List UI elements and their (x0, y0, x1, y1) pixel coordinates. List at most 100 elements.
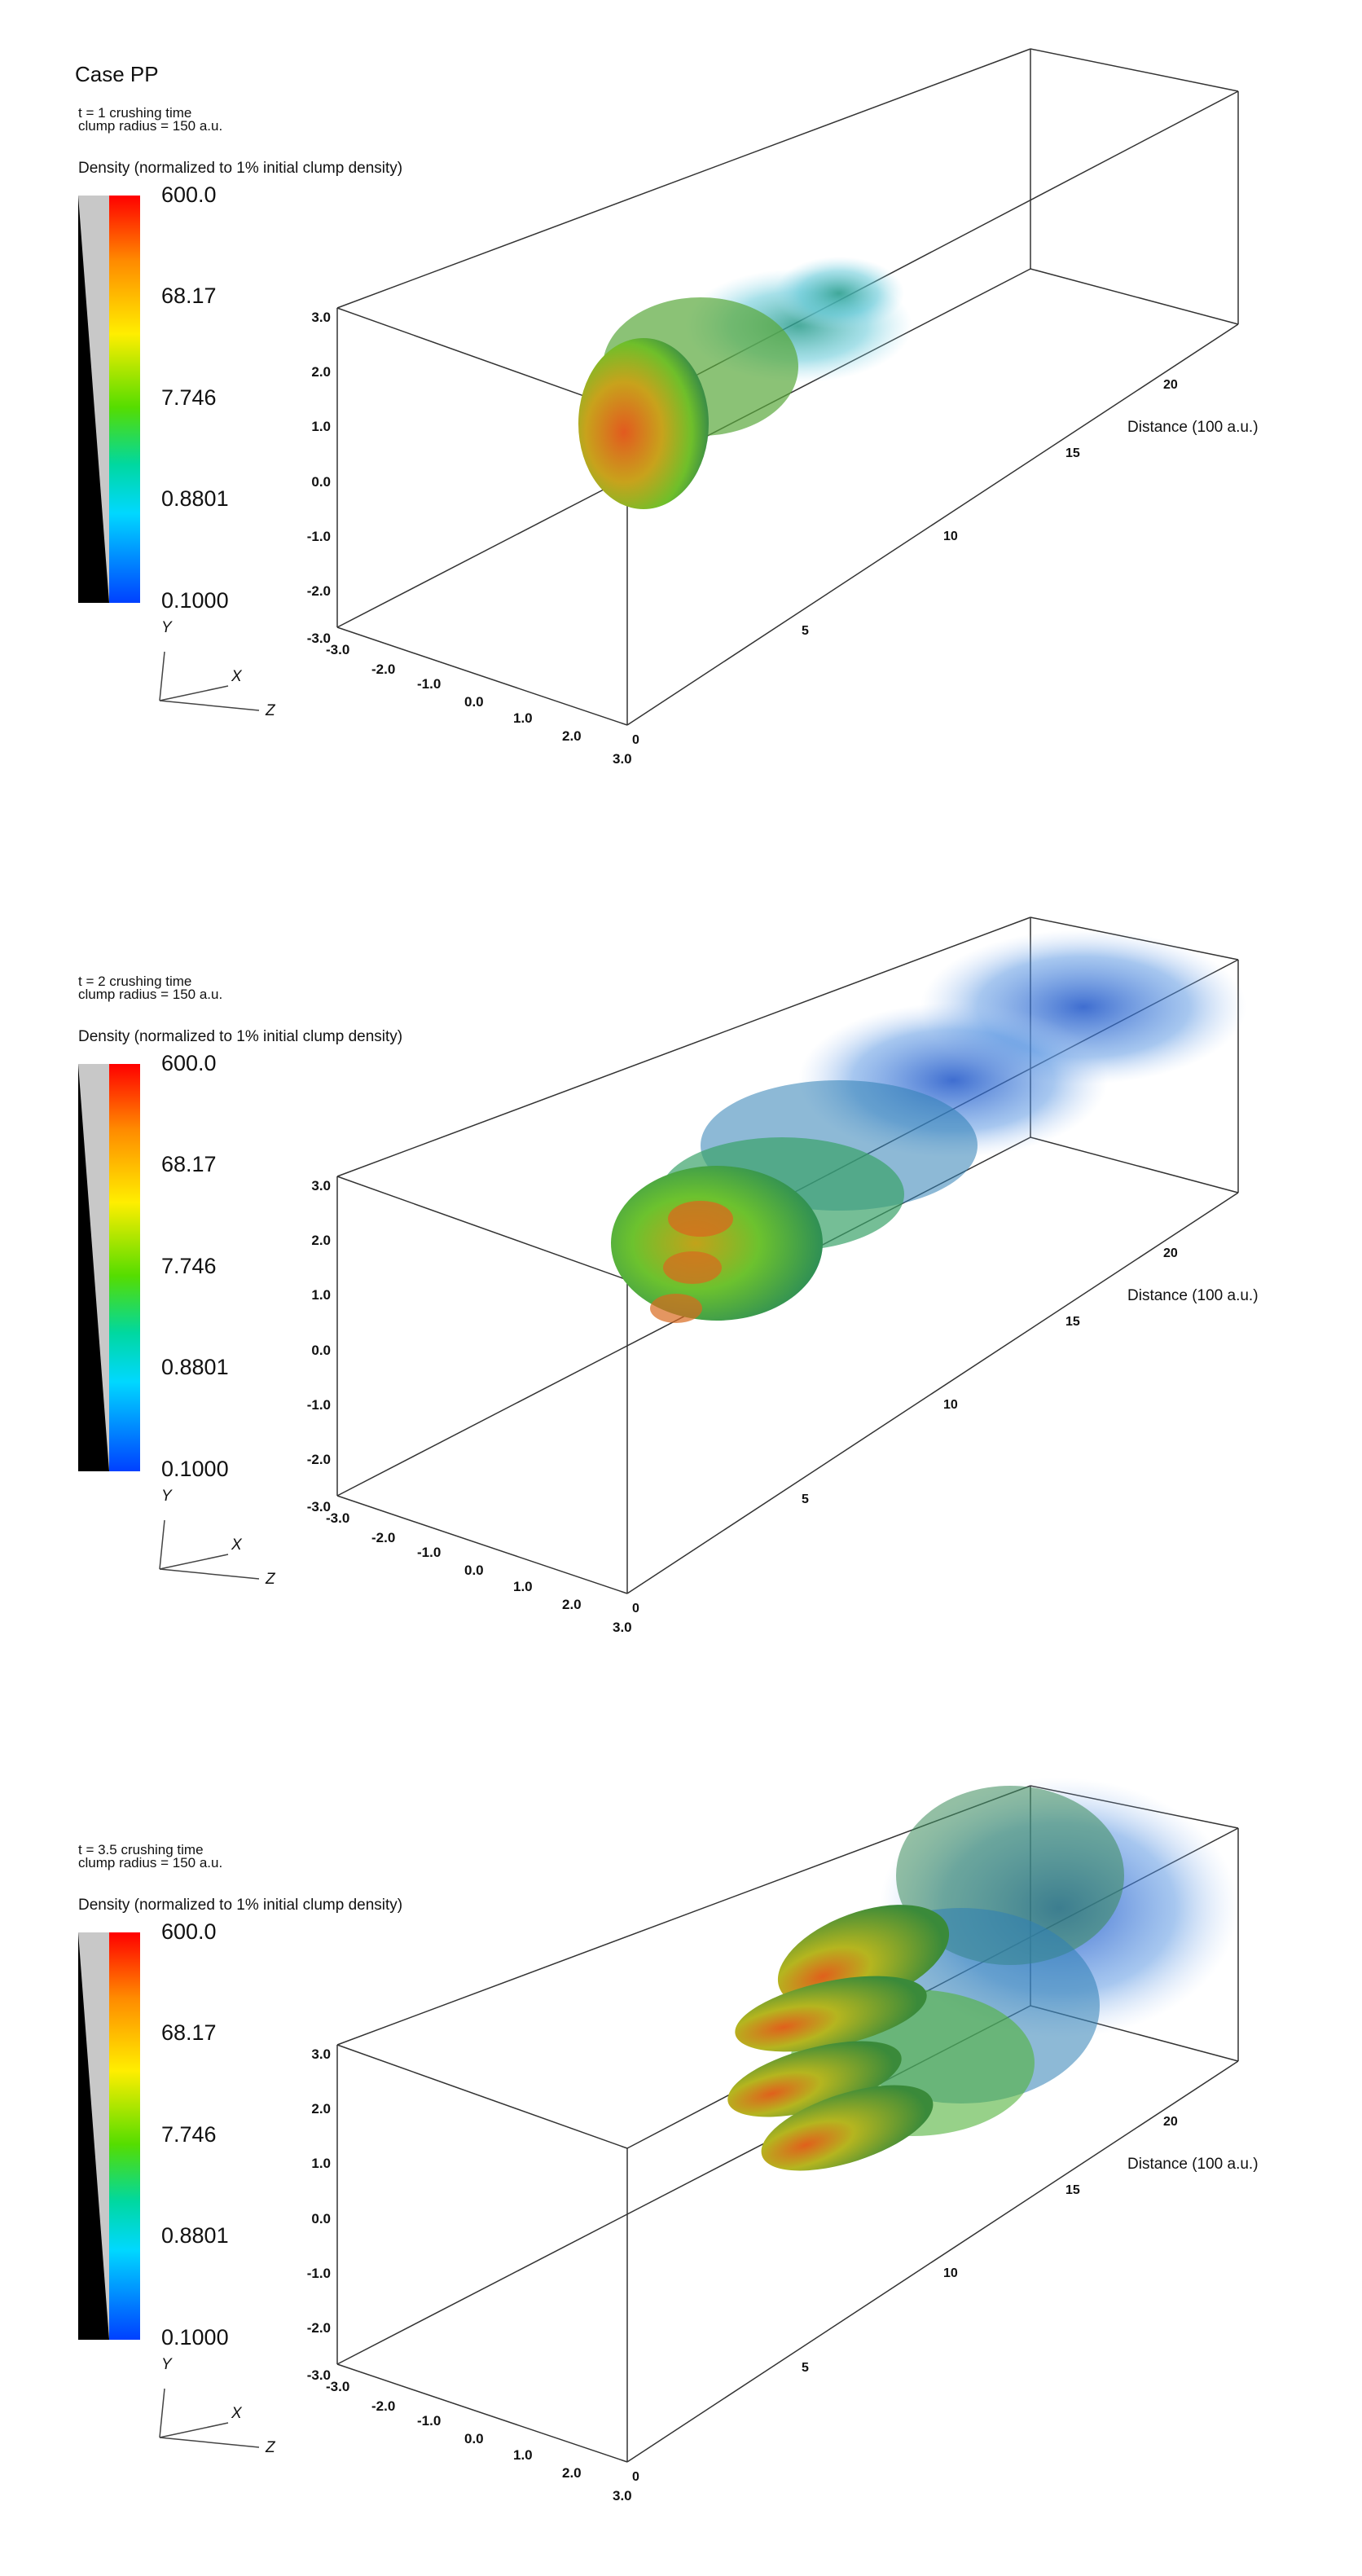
colorbar-tick: 0.1000 (161, 588, 229, 613)
orientation-triad (159, 1519, 260, 1580)
colorbar-tick: 0.8801 (161, 1355, 229, 1379)
y-tick: 0.0 (311, 1343, 331, 1358)
y-tick: -1.0 (306, 2266, 331, 2281)
z-tick: 0 (632, 1602, 639, 1615)
time-caption: t = 3.5 crushing time (78, 1842, 204, 1857)
y-tick: 0.0 (311, 2211, 331, 2227)
z-tick: 10 (943, 1398, 958, 1412)
orientation-triad (159, 2388, 260, 2448)
x-tick: 1.0 (513, 710, 533, 726)
radius-caption: clump radius = 150 a.u. (78, 1855, 223, 1870)
y-tick: 2.0 (311, 364, 331, 380)
colorbar-tick: 0.8801 (161, 486, 229, 511)
colorbar-tick: 0.1000 (161, 2325, 229, 2350)
panel-t2: t = 2 crushing time clump radius = 150 a… (0, 868, 1362, 1708)
colorbar-tick: 0.8801 (161, 2223, 229, 2248)
clump-head (611, 1166, 823, 1321)
y-tick: 3.0 (311, 1178, 331, 1193)
colorbar-tick: 600.0 (161, 1051, 217, 1075)
distance-label: Distance (100 a.u.) (1127, 419, 1259, 436)
z-tick: 0 (632, 2470, 639, 2484)
colorbar-tick: 7.746 (161, 2122, 217, 2147)
z-tick: 15 (1065, 446, 1080, 460)
colorbar-tick: 7.746 (161, 385, 217, 410)
opacity-ramp (78, 196, 109, 603)
x-axis-label: X (231, 1536, 242, 1554)
colorbar (78, 1932, 140, 2340)
z-axis-label: Z (266, 702, 275, 719)
density-label: Density (normalized to 1% initial clump … (78, 1897, 403, 1914)
x-tick: -2.0 (371, 2398, 396, 2414)
radius-caption: clump radius = 150 a.u. (78, 987, 223, 1002)
y-tick: 1.0 (311, 2156, 331, 2171)
y-tick: 2.0 (311, 1233, 331, 1248)
colorbar-tick: 68.17 (161, 284, 217, 308)
color-ramp (109, 1064, 140, 1471)
z-tick: 15 (1065, 2183, 1080, 2197)
plume-tail-tip (774, 257, 904, 330)
z-tick: 10 (943, 2266, 958, 2280)
z-tick: 0 (632, 733, 639, 747)
colorbar-tick: 7.746 (161, 1254, 217, 1278)
z-tick: 20 (1163, 378, 1178, 392)
x-tick: 2.0 (562, 1597, 582, 1612)
x-tick: -1.0 (417, 2413, 442, 2429)
x-tick: 3.0 (613, 1620, 632, 1635)
dense-knot (663, 1251, 722, 1284)
color-ramp (109, 1932, 140, 2340)
panel-t1: Case PP t = 1 crushing time clump radius… (0, 0, 1362, 839)
x-tick: -2.0 (371, 1530, 396, 1545)
x-tick: -3.0 (326, 2379, 350, 2394)
z-tick: 5 (802, 2361, 809, 2375)
x-tick: -1.0 (417, 1545, 442, 1560)
y-tick: -2.0 (306, 1452, 331, 1467)
y-tick: 0.0 (311, 474, 331, 490)
y-tick: -2.0 (306, 2320, 331, 2336)
z-tick: 5 (802, 1492, 809, 1506)
clump-head (578, 338, 709, 509)
dense-knot (668, 1201, 733, 1237)
x-tick: -3.0 (326, 642, 350, 657)
opacity-ramp (78, 1064, 109, 1471)
finger-lower (727, 2041, 902, 2117)
render-view (336, 1778, 1239, 2463)
colorbar-tick: 0.1000 (161, 1457, 229, 1481)
y-tick: -1.0 (306, 529, 331, 544)
y-tick: 1.0 (311, 419, 331, 434)
y-axis-label: Y (161, 619, 172, 636)
z-tick: 5 (802, 624, 809, 638)
colorbar-tick: 600.0 (161, 1919, 217, 1944)
y-tick: 2.0 (311, 2101, 331, 2117)
x-tick: 3.0 (613, 2488, 632, 2503)
y-tick: 3.0 (311, 310, 331, 325)
y-tick: -2.0 (306, 583, 331, 599)
colorbar-tick: 68.17 (161, 2020, 217, 2045)
x-tick: 0.0 (464, 1563, 484, 1578)
color-ramp (109, 196, 140, 603)
x-axis-label: X (231, 2405, 242, 2422)
y-tick: -3.0 (306, 1499, 331, 1514)
x-tick: 3.0 (613, 751, 632, 767)
radius-caption: clump radius = 150 a.u. (78, 118, 223, 134)
y-tick: 3.0 (311, 2046, 331, 2062)
z-tick: 20 (1163, 2115, 1178, 2129)
y-tick: -3.0 (306, 631, 331, 646)
case-title: Case PP (75, 62, 159, 86)
y-axis-label: Y (161, 2356, 172, 2373)
z-tick: 20 (1163, 1246, 1178, 1260)
dense-knot (650, 1294, 702, 1323)
z-tick: 15 (1065, 1315, 1080, 1329)
panel-t3: t = 3.5 crushing time clump radius = 150… (0, 1737, 1362, 2576)
colorbar (78, 196, 140, 603)
colorbar-tick: 68.17 (161, 1152, 217, 1176)
render-view (336, 917, 1246, 1594)
density-label: Density (normalized to 1% initial clump … (78, 1028, 403, 1045)
z-axis-label: Z (266, 2439, 275, 2456)
distance-label: Distance (100 a.u.) (1127, 2156, 1259, 2173)
density-label: Density (normalized to 1% initial clump … (78, 160, 403, 177)
x-tick: 0.0 (464, 694, 484, 710)
x-tick: -2.0 (371, 662, 396, 677)
y-tick: -3.0 (306, 2367, 331, 2383)
x-tick: 2.0 (562, 2465, 582, 2481)
x-tick: 1.0 (513, 2447, 533, 2463)
